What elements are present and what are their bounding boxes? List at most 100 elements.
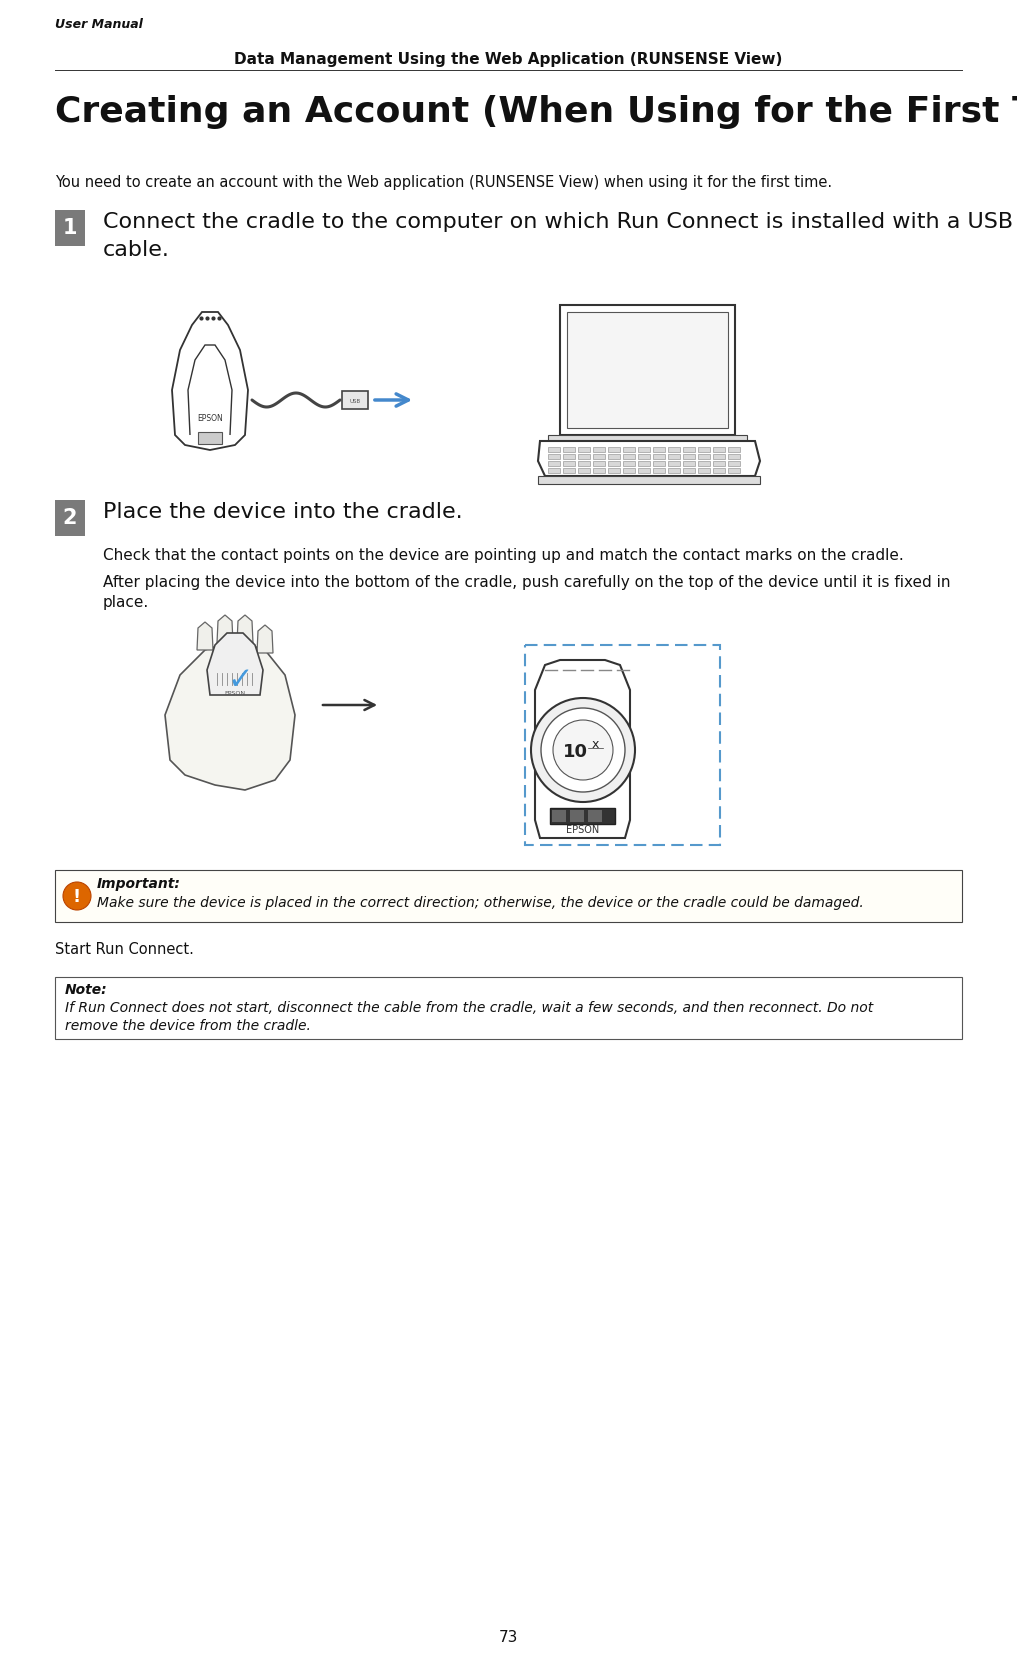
Bar [638, 454, 650, 459]
Bar [623, 461, 635, 466]
Bar [560, 305, 735, 436]
Bar [593, 447, 605, 453]
Bar [588, 810, 602, 821]
Text: !: ! [73, 888, 81, 907]
Bar [567, 312, 728, 427]
Bar [548, 468, 560, 473]
Bar [548, 447, 560, 453]
Circle shape [553, 721, 613, 779]
Bar [683, 468, 695, 473]
Bar [638, 447, 650, 453]
Polygon shape [237, 615, 253, 644]
Bar [538, 476, 760, 484]
Bar [548, 461, 560, 466]
Bar [623, 447, 635, 453]
Text: ✓: ✓ [227, 665, 253, 694]
Text: User Manual: User Manual [55, 18, 142, 30]
Bar [563, 447, 575, 453]
Circle shape [541, 707, 625, 793]
Bar [698, 447, 710, 453]
Bar [713, 461, 725, 466]
Bar [713, 468, 725, 473]
Bar [728, 468, 740, 473]
Bar [578, 468, 590, 473]
Bar [578, 454, 590, 459]
Bar [683, 454, 695, 459]
Bar [653, 461, 665, 466]
Bar [563, 461, 575, 466]
Text: After placing the device into the bottom of the cradle, push carefully on the to: After placing the device into the bottom… [103, 575, 951, 590]
Bar [525, 645, 720, 845]
Text: If Run Connect does not start, disconnect the cable from the cradle, wait a few : If Run Connect does not start, disconnec… [65, 1001, 874, 1016]
Bar [55, 870, 962, 922]
Text: USB: USB [350, 399, 361, 404]
Bar [578, 447, 590, 453]
Circle shape [63, 882, 91, 910]
Bar [342, 391, 368, 409]
Polygon shape [538, 441, 760, 476]
Bar [698, 468, 710, 473]
Polygon shape [197, 622, 213, 650]
Text: You need to create an account with the Web application (RUNSENSE View) when usin: You need to create an account with the W… [55, 174, 832, 189]
Bar [698, 461, 710, 466]
Polygon shape [257, 625, 273, 654]
Text: remove the device from the cradle.: remove the device from the cradle. [65, 1019, 311, 1032]
Bar [623, 454, 635, 459]
Bar [728, 447, 740, 453]
Text: 1: 1 [63, 218, 77, 238]
Bar [608, 468, 620, 473]
Bar [668, 468, 680, 473]
Text: EPSON: EPSON [225, 691, 245, 696]
Bar [638, 468, 650, 473]
Text: cable.: cable. [103, 240, 170, 260]
Text: Start Run Connect.: Start Run Connect. [55, 942, 194, 957]
Bar [668, 454, 680, 459]
Polygon shape [207, 634, 263, 696]
Bar [623, 468, 635, 473]
Bar [593, 454, 605, 459]
Bar [548, 454, 560, 459]
Bar [728, 454, 740, 459]
Bar [608, 447, 620, 453]
Bar [728, 461, 740, 466]
Text: x: x [591, 737, 599, 751]
Text: Important:: Important: [97, 877, 181, 892]
Bar [653, 454, 665, 459]
Text: EPSON: EPSON [197, 414, 223, 422]
Polygon shape [165, 640, 295, 789]
Text: Data Management Using the Web Application (RUNSENSE View): Data Management Using the Web Applicatio… [234, 52, 783, 67]
Bar [55, 210, 85, 246]
Text: 73: 73 [498, 1631, 518, 1646]
Bar [608, 454, 620, 459]
Bar [550, 808, 615, 825]
Circle shape [531, 697, 635, 803]
Text: Creating an Account (When Using for the First Time): Creating an Account (When Using for the … [55, 96, 1017, 129]
Bar [55, 977, 962, 1039]
Bar [653, 468, 665, 473]
Text: 10: 10 [562, 742, 588, 761]
Bar [698, 454, 710, 459]
Polygon shape [535, 660, 630, 838]
Text: Make sure the device is placed in the correct direction; otherwise, the device o: Make sure the device is placed in the co… [97, 897, 863, 910]
Bar [608, 461, 620, 466]
Bar [198, 432, 222, 444]
Text: 2: 2 [63, 508, 77, 528]
Bar [578, 461, 590, 466]
Bar [683, 461, 695, 466]
Bar [548, 436, 747, 441]
Bar [563, 454, 575, 459]
Bar [570, 810, 584, 821]
Bar [713, 447, 725, 453]
Bar [593, 461, 605, 466]
Bar [683, 447, 695, 453]
Polygon shape [217, 615, 233, 644]
Text: Place the device into the cradle.: Place the device into the cradle. [103, 503, 463, 521]
Bar [638, 461, 650, 466]
Text: EPSON: EPSON [566, 825, 600, 835]
Bar [713, 454, 725, 459]
Bar [668, 447, 680, 453]
Bar [563, 468, 575, 473]
Bar [668, 461, 680, 466]
Bar [55, 499, 85, 536]
Text: Connect the cradle to the computer on which Run Connect is installed with a USB: Connect the cradle to the computer on wh… [103, 211, 1013, 231]
